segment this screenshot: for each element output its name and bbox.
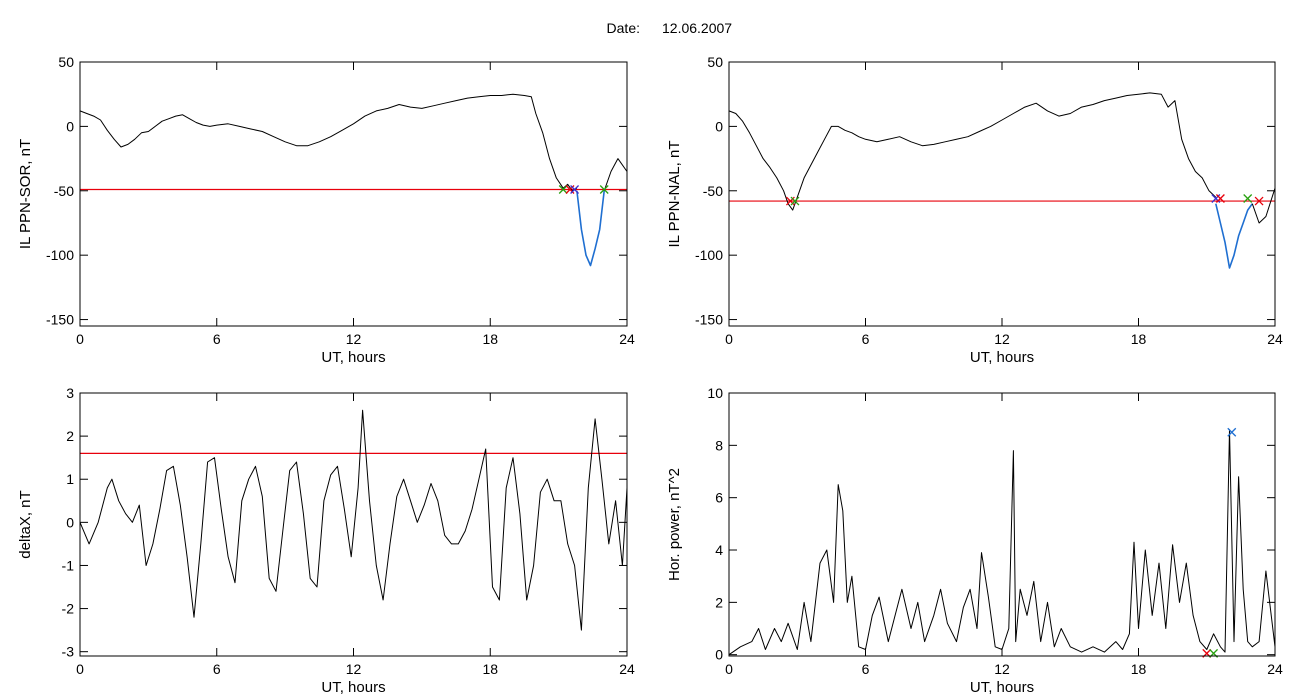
x-tick-label: 6 xyxy=(213,661,221,677)
marker-4 xyxy=(1243,194,1253,203)
y-tick-label: -1 xyxy=(62,557,75,573)
x-tick-label: 24 xyxy=(1267,661,1283,677)
y-tick-label: 0 xyxy=(715,647,723,663)
x-tick-label: 12 xyxy=(346,661,362,677)
y-tick-label: -150 xyxy=(46,312,74,328)
y-tick-label: -2 xyxy=(62,601,75,617)
marker-stroke-b xyxy=(599,185,609,194)
x-tick-label: 12 xyxy=(994,661,1010,677)
marker-5 xyxy=(1254,196,1264,206)
x-axis-label: UT, hours xyxy=(970,679,1034,696)
x-tick-label: 6 xyxy=(213,331,221,347)
marker-stroke-b xyxy=(1243,194,1253,203)
data-series-tail xyxy=(1251,188,1276,224)
panel-nal: 0 6 12 18 24 -150 -100 -50 0 50 UT, hours IL PPN-NA… xyxy=(666,54,1283,366)
y-tick-label: 50 xyxy=(58,54,74,70)
data-series-line-0 xyxy=(728,92,1217,211)
data-series-tail xyxy=(603,158,628,191)
y-tick-label: 6 xyxy=(715,490,723,506)
x-axis-label: UT, hours xyxy=(321,679,385,696)
y-tick-label: 2 xyxy=(715,594,723,610)
x-tick-label: 24 xyxy=(1267,331,1283,347)
marker-0 xyxy=(558,185,568,194)
data-series-line-0 xyxy=(79,409,628,631)
y-tick-label: -150 xyxy=(695,312,723,328)
y-tick-label: 10 xyxy=(707,385,723,401)
highlighted-segment xyxy=(576,190,605,267)
y-tick-label: 2 xyxy=(66,428,74,444)
y-axis-label: IL PPN-NAL, nT xyxy=(666,141,683,248)
y-tick-label: 50 xyxy=(707,54,723,70)
y-tick-label: 0 xyxy=(66,514,74,530)
y-tick-label: -50 xyxy=(703,183,723,199)
y-axis-label: deltaX, nT xyxy=(17,490,34,558)
x-tick-label: 0 xyxy=(725,331,733,347)
x-tick-label: 18 xyxy=(482,661,498,677)
y-tick-label: -50 xyxy=(54,183,74,199)
marker-2 xyxy=(1227,427,1237,437)
date-label: Date: xyxy=(607,20,640,36)
x-tick-label: 0 xyxy=(725,661,733,677)
x-axis-label: UT, hours xyxy=(321,349,385,366)
x-tick-label: 6 xyxy=(862,331,870,347)
marker-stroke-b xyxy=(570,185,580,194)
marker-3 xyxy=(599,185,609,194)
x-tick-label: 18 xyxy=(482,331,498,347)
x-tick-label: 6 xyxy=(862,661,870,677)
y-tick-label: -100 xyxy=(46,247,74,263)
marker-3 xyxy=(1215,194,1225,203)
y-tick-label: -100 xyxy=(695,247,723,263)
x-tick-label: 18 xyxy=(1131,331,1147,347)
y-tick-label: 4 xyxy=(715,542,723,558)
y-tick-label: -3 xyxy=(62,644,75,660)
x-tick-label: 12 xyxy=(346,331,362,347)
x-tick-label: 24 xyxy=(619,661,635,677)
marker-stroke-b xyxy=(1215,194,1225,203)
figure-title: Date: 12.06.2007 xyxy=(607,20,733,36)
y-tick-label: 0 xyxy=(715,118,723,134)
y-axis-label: IL PPN-SOR, nT xyxy=(17,139,34,249)
y-tick-label: 1 xyxy=(66,471,74,487)
x-axis-label: UT, hours xyxy=(970,349,1034,366)
marker-2 xyxy=(570,185,580,194)
highlighted-segment xyxy=(1215,203,1253,269)
marker-stroke-b xyxy=(558,185,568,194)
marker-stroke-b xyxy=(1254,196,1264,206)
data-series-line-0 xyxy=(728,429,1276,656)
x-tick-label: 12 xyxy=(994,331,1010,347)
data-series-line-0 xyxy=(79,93,578,192)
x-tick-label: 18 xyxy=(1131,661,1147,677)
x-tick-label: 24 xyxy=(619,331,635,347)
marker-stroke-b xyxy=(1227,427,1237,437)
y-axis-label: Hor. power, nT^2 xyxy=(666,468,683,581)
y-tick-label: 8 xyxy=(715,437,723,453)
marker-stroke-b xyxy=(790,196,800,206)
y-tick-label: 3 xyxy=(66,385,74,401)
x-tick-label: 0 xyxy=(76,661,84,677)
marker-1 xyxy=(790,196,800,206)
date-value: 12.06.2007 xyxy=(662,20,732,36)
panel-sor: 0 6 12 18 24 -150 -100 -50 0 50 UT, hours IL PPN-SO… xyxy=(17,54,635,366)
y-tick-label: 0 xyxy=(66,118,74,134)
x-tick-label: 0 xyxy=(76,331,84,347)
